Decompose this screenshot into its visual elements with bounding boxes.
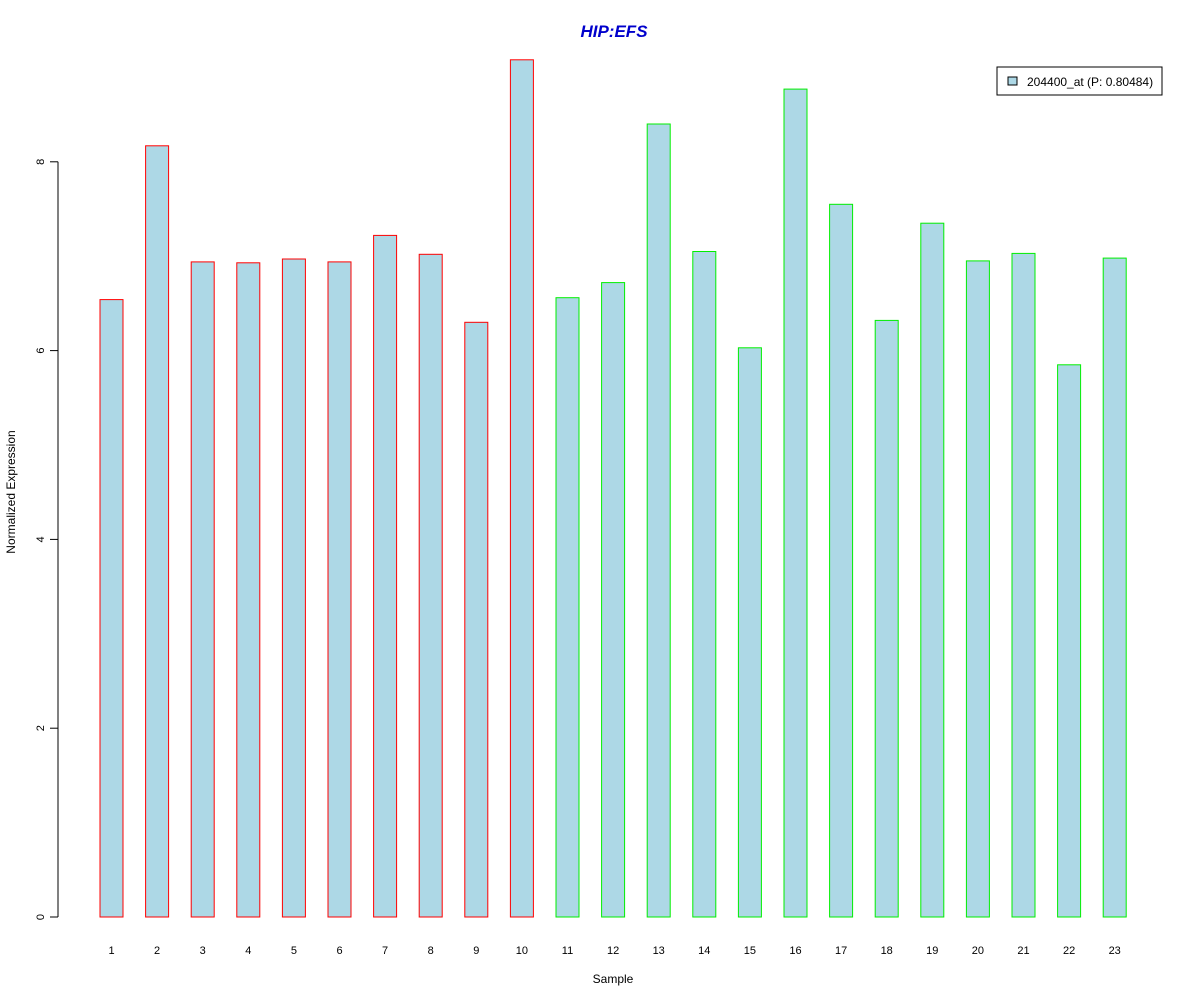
bar-sample-4 [236,262,261,918]
x-tick-label: 8 [428,945,434,957]
bar-sample-20 [965,260,990,918]
x-tick-label: 17 [835,945,847,957]
y-tick-label: 6 [35,348,47,354]
bar-sample-1 [99,299,124,918]
chart-title: HIP:EFS [580,22,648,41]
x-tick-label: 16 [789,945,801,957]
bar-sample-2 [145,145,170,918]
x-tick-labels: 1 2 3 4 5 6 7 8 9 10 11 12 13 14 15 16 17 18 19 20 21 22 23 [108,945,1120,957]
x-tick-label: 21 [1017,945,1029,957]
x-tick-label: 6 [336,945,342,957]
bar-sample-12 [601,282,626,918]
x-tick-label: 1 [108,945,114,957]
y-tick-label: 0 [35,914,47,920]
y-tick-label: 2 [35,725,47,731]
x-tick-label: 19 [926,945,938,957]
x-tick-label: 22 [1063,945,1075,957]
bar-sample-7 [373,234,398,918]
y-axis-label: Normalized Expression [4,430,18,553]
y-tick-label: 4 [35,536,47,542]
x-tick-label: 3 [200,945,206,957]
x-tick-label: 20 [972,945,984,957]
x-tick-label: 13 [653,945,665,957]
x-tick-label: 2 [154,945,160,957]
legend-swatch [1007,76,1018,86]
bar-sample-17 [829,203,854,918]
bar-sample-22 [1057,364,1082,918]
bar-sample-19 [920,222,945,918]
x-tick-label: 9 [473,945,479,957]
bar-sample-14 [692,251,717,918]
bar-sample-9 [464,321,489,918]
y-tick-label: 8 [35,159,47,165]
x-tick-label: 23 [1109,945,1121,957]
bar-sample-11 [555,297,580,918]
x-tick-label: 5 [291,945,297,957]
legend-label: 204400_at (P: 0.80484) [1027,75,1153,89]
bar-sample-23 [1102,257,1127,918]
x-tick-label: 10 [516,945,528,957]
bar-sample-5 [281,258,306,918]
bar-sample-3 [190,261,215,918]
bar-sample-13 [646,123,671,918]
x-tick-label: 18 [881,945,893,957]
x-tick-label: 4 [245,945,251,957]
x-tick-label: 12 [607,945,619,957]
bar-sample-8 [418,253,443,918]
x-tick-label: 14 [698,945,710,957]
bar-sample-6 [327,261,352,918]
bar-sample-16 [783,88,808,918]
bar-sample-21 [1011,252,1036,918]
bars [99,59,1127,918]
legend: 204400_at (P: 0.80484) [996,66,1163,96]
x-tick-label: 7 [382,945,388,957]
y-axis: 0 2 4 6 8 [35,159,59,920]
bar-sample-18 [874,319,899,918]
legend-box [996,66,1163,96]
bar-sample-15 [737,347,762,918]
x-tick-label: 11 [562,945,573,957]
x-axis-label: Sample [593,972,634,986]
bar-sample-10 [509,59,534,918]
x-tick-label: 15 [744,945,756,957]
